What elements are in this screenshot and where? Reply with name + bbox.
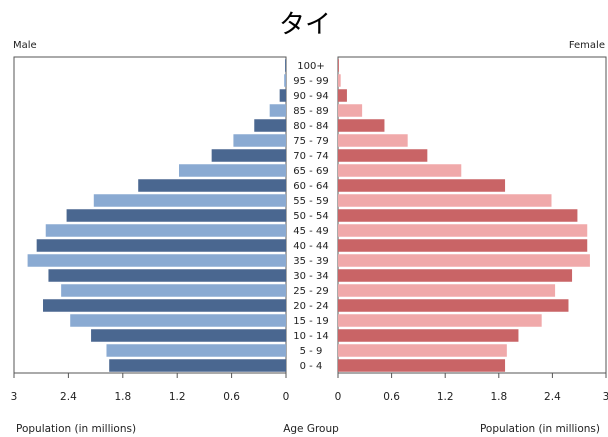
- male-axis-tick-label: 3: [11, 391, 18, 403]
- age-group-label: 50 - 54: [293, 211, 328, 222]
- female-bar: [338, 224, 588, 237]
- female-axis-tick-label: 0: [335, 391, 342, 403]
- male-bar: [48, 269, 286, 282]
- age-group-label: 10 - 14: [293, 331, 328, 342]
- male-bar: [91, 329, 286, 342]
- female-bar: [338, 269, 573, 282]
- male-bar: [279, 89, 286, 102]
- age-group-label: 0 - 4: [300, 361, 323, 372]
- male-bar: [254, 119, 286, 132]
- female-axis-tick-label: 3: [603, 391, 608, 403]
- female-bar: [338, 209, 578, 222]
- male-bar: [284, 74, 286, 87]
- female-bar: [338, 149, 428, 162]
- age-group-label: 65 - 69: [293, 166, 328, 177]
- female-bar: [338, 359, 506, 372]
- male-bar: [269, 104, 286, 117]
- male-bar: [45, 224, 286, 237]
- male-bar: [93, 194, 286, 207]
- age-group-label: 85 - 89: [293, 106, 328, 117]
- female-bar: [338, 179, 506, 192]
- male-bar: [70, 314, 286, 327]
- age-group-labels: 0 - 4 5 - 9 10 - 14 15 - 19 20 - 24 25 - 29 30…: [293, 61, 328, 372]
- female-bars: [338, 59, 590, 372]
- female-bar: [338, 344, 507, 357]
- female-axis-tick-label: 2.4: [544, 391, 561, 403]
- male-bar: [36, 239, 286, 252]
- male-bar: [211, 149, 286, 162]
- female-bar: [338, 194, 552, 207]
- age-group-label: 25 - 29: [293, 286, 328, 297]
- age-group-label: 90 - 94: [293, 91, 328, 102]
- male-label: Male: [13, 40, 37, 51]
- age-group-label: 80 - 84: [293, 121, 328, 132]
- age-group-label: 40 - 44: [293, 241, 328, 252]
- female-bar: [338, 254, 590, 267]
- female-bar: [338, 104, 363, 117]
- female-bar: [338, 299, 569, 312]
- age-group-label: 35 - 39: [293, 256, 328, 267]
- age-group-label: 45 - 49: [293, 226, 328, 237]
- female-bar: [338, 134, 408, 147]
- male-bar: [61, 284, 286, 297]
- male-axis-tick-label: 0: [283, 391, 290, 403]
- male-bar: [106, 344, 286, 357]
- female-bar: [338, 74, 341, 87]
- male-bar: [138, 179, 286, 192]
- male-bar: [233, 134, 286, 147]
- female-axis-ticks: 0 0.6 1.2 1.8 2.4 3: [335, 373, 608, 403]
- male-bar: [285, 59, 286, 72]
- male-bar: [43, 299, 286, 312]
- male-bar: [27, 254, 286, 267]
- female-axis-tick-label: 0.6: [383, 391, 400, 403]
- age-group-label: 55 - 59: [293, 196, 328, 207]
- female-bar: [338, 59, 339, 72]
- male-axis-title: Population (in millions): [16, 423, 136, 435]
- age-group-label: 5 - 9: [300, 346, 323, 357]
- female-bar: [338, 314, 542, 327]
- male-axis-tick-label: 1.8: [114, 391, 131, 403]
- age-group-label: 95 - 99: [293, 76, 328, 87]
- female-bar: [338, 329, 519, 342]
- female-bar: [338, 284, 556, 297]
- male-axis-tick-label: 1.2: [169, 391, 186, 403]
- age-group-label: 30 - 34: [293, 271, 328, 282]
- female-axis-tick-label: 1.2: [437, 391, 454, 403]
- chart-title: タイ: [279, 10, 331, 40]
- male-axis-ticks: 3 2.4 1.8 1.2 0.6 0: [11, 373, 290, 403]
- age-group-axis-title: Age Group: [283, 423, 339, 435]
- male-bars: [27, 59, 286, 372]
- male-axis-tick-label: 2.4: [60, 391, 77, 403]
- male-bar: [66, 209, 286, 222]
- age-group-label: 20 - 24: [293, 301, 328, 312]
- age-group-label: 60 - 64: [293, 181, 328, 192]
- female-label: Female: [569, 40, 605, 51]
- male-axis-tick-label: 0.6: [223, 391, 240, 403]
- age-group-label: 100+: [297, 61, 324, 72]
- female-axis-title: Population (in millions): [480, 423, 600, 435]
- female-bar: [338, 239, 588, 252]
- age-group-label: 75 - 79: [293, 136, 328, 147]
- male-bar: [109, 359, 286, 372]
- age-group-label: 15 - 19: [293, 316, 328, 327]
- female-axis-tick-label: 1.8: [490, 391, 507, 403]
- age-group-label: 70 - 74: [293, 151, 328, 162]
- female-bar: [338, 89, 347, 102]
- female-bar: [338, 164, 462, 177]
- female-bar: [338, 119, 385, 132]
- male-bar: [179, 164, 286, 177]
